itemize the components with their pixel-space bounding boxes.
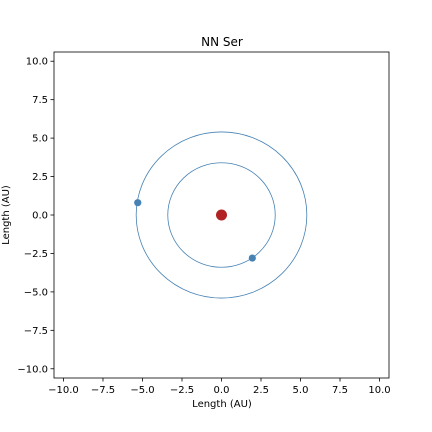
x-tick-label: 10.0 bbox=[368, 385, 390, 396]
y-tick-label: 5.0 bbox=[32, 134, 48, 145]
y-tick-label: 2.5 bbox=[32, 172, 48, 183]
x-tick-label: 2.5 bbox=[253, 385, 269, 396]
star-marker bbox=[216, 209, 227, 221]
x-tick-label: 7.5 bbox=[332, 385, 348, 396]
orbit-ring-2 bbox=[135, 131, 308, 299]
x-tick-label: −5.0 bbox=[130, 385, 154, 396]
orbit-ring-1 bbox=[167, 162, 276, 268]
x-axis-ticks: −10.0 −7.5 −5.0 −2.5 0.0 2.5 5.0 7.5 10.0 bbox=[48, 378, 391, 396]
x-tick-label: 5.0 bbox=[293, 385, 309, 396]
y-tick-label: 7.5 bbox=[32, 95, 48, 106]
y-tick-label: 10.0 bbox=[26, 57, 48, 68]
x-tick-label: −10.0 bbox=[48, 385, 79, 396]
y-axis-ticks: −10.0 −7.5 −5.0 −2.5 0.0 2.5 5.0 7.5 10.0 bbox=[17, 57, 54, 375]
x-tick-label: 0.0 bbox=[214, 385, 230, 396]
x-tick-label: −2.5 bbox=[170, 385, 194, 396]
y-tick-label: −2.5 bbox=[24, 249, 48, 260]
points-layer bbox=[134, 199, 256, 262]
planet-marker-1 bbox=[248, 254, 256, 262]
x-axis-label: Length (AU) bbox=[192, 399, 252, 410]
x-tick-label: −7.5 bbox=[91, 385, 115, 396]
planet-marker-2 bbox=[134, 199, 142, 207]
orbits-layer bbox=[135, 131, 308, 299]
y-tick-label: 0.0 bbox=[32, 211, 48, 222]
chart-title: NN Ser bbox=[201, 35, 243, 49]
y-tick-label: −7.5 bbox=[24, 326, 48, 337]
y-axis-label: Length (AU) bbox=[1, 185, 12, 245]
y-tick-label: −5.0 bbox=[24, 287, 48, 298]
y-tick-label: −10.0 bbox=[17, 364, 48, 375]
